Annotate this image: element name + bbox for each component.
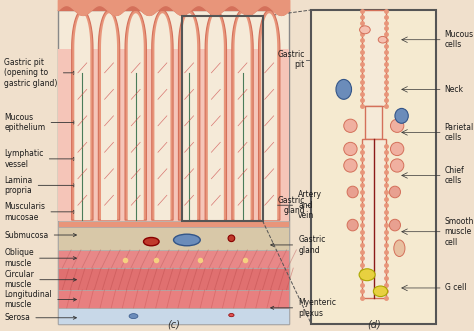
Ellipse shape [344,142,357,156]
Text: Muscularis
mucosae: Muscularis mucosae [4,202,76,221]
Polygon shape [178,10,200,220]
Text: Mucous
cells: Mucous cells [445,30,474,49]
Bar [58,268,289,290]
Ellipse shape [173,234,200,246]
Polygon shape [74,13,91,220]
Text: Oblique
muscle: Oblique muscle [4,249,76,268]
Text: G cell: G cell [445,283,466,293]
Ellipse shape [389,219,401,231]
Polygon shape [101,13,117,220]
Polygon shape [152,10,173,220]
Bar [58,250,289,268]
Ellipse shape [344,159,357,172]
Bar [311,10,436,324]
Text: Parietal
cells: Parietal cells [445,123,474,142]
Polygon shape [128,13,144,220]
Polygon shape [72,10,93,220]
Ellipse shape [389,186,401,198]
Text: Submucosa: Submucosa [4,230,76,240]
Circle shape [374,286,388,297]
Text: Circular
muscle: Circular muscle [4,270,76,289]
Text: Gastric pit
(opening to
gastric gland): Gastric pit (opening to gastric gland) [4,58,76,88]
Ellipse shape [344,119,357,132]
Ellipse shape [336,79,352,99]
Ellipse shape [347,219,358,231]
Polygon shape [155,13,171,220]
Ellipse shape [228,235,235,242]
Bar [182,16,263,221]
Text: Smooth
muscle
cell: Smooth muscle cell [445,217,474,247]
Bar [58,290,289,308]
Ellipse shape [229,313,234,317]
Text: Artery
and
vein: Artery and vein [271,190,322,220]
Text: Gastric
pit: Gastric pit [277,50,305,69]
Text: Chief
cells: Chief cells [445,166,465,185]
Text: Mucous
epithelium: Mucous epithelium [4,113,76,132]
Bar [58,227,289,250]
Polygon shape [208,13,224,220]
Text: Lymphatic
vessel: Lymphatic vessel [4,149,76,168]
Text: (c): (c) [167,319,180,329]
Polygon shape [181,13,197,220]
Text: Lamina
propria: Lamina propria [4,176,76,195]
Circle shape [360,26,370,34]
Polygon shape [125,10,146,220]
Text: Neck: Neck [445,85,464,94]
Ellipse shape [395,109,408,123]
Bar [58,10,289,324]
Text: (d): (d) [367,319,381,329]
Polygon shape [235,13,251,220]
Text: Serosa: Serosa [4,313,76,322]
Text: Myenteric
plexus: Myenteric plexus [271,298,336,317]
Bar [365,106,383,139]
Polygon shape [98,10,120,220]
Polygon shape [258,10,280,220]
Ellipse shape [347,186,358,198]
Bar [58,49,289,221]
Polygon shape [261,13,277,220]
Polygon shape [205,10,227,220]
Bar [58,308,289,324]
Ellipse shape [144,238,159,246]
Bar [58,221,289,227]
Text: Gastric
gland: Gastric gland [271,235,326,255]
Bar [362,10,386,106]
Ellipse shape [129,314,138,318]
Circle shape [378,36,387,43]
Ellipse shape [391,142,404,156]
Polygon shape [232,10,253,220]
Bar [362,139,386,298]
Ellipse shape [391,119,404,132]
Text: Longitudinal
muscle: Longitudinal muscle [4,290,76,309]
Text: Gastric
gland: Gastric gland [277,196,305,215]
Ellipse shape [391,159,404,172]
Ellipse shape [394,240,405,257]
Circle shape [359,269,375,281]
